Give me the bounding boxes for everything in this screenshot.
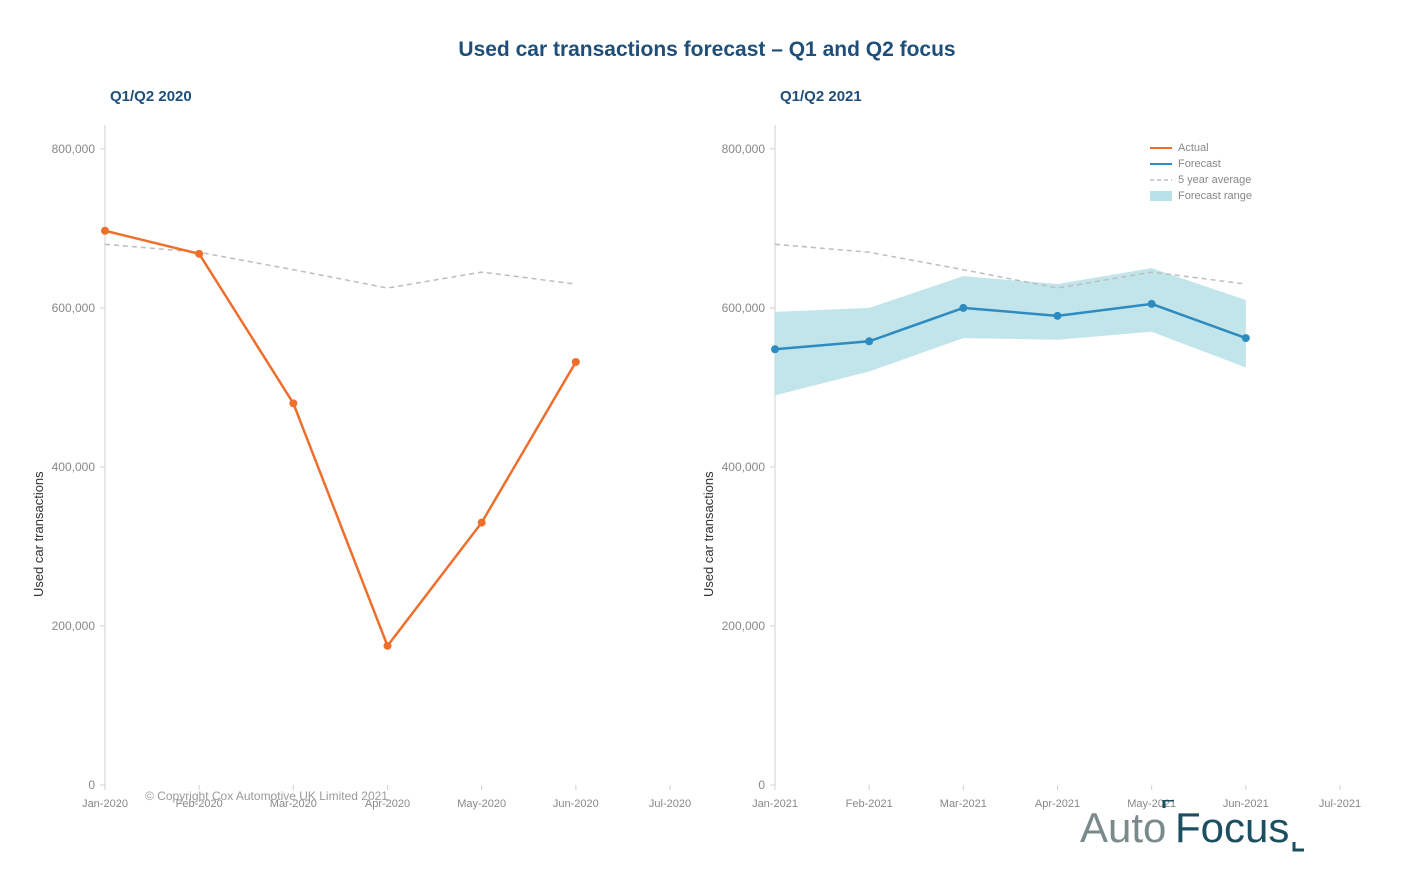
logo-corner-icon: [1294, 842, 1304, 850]
svg-text:Used car transactions: Used car transactions: [701, 471, 716, 597]
legend-item: Forecast range: [1150, 188, 1252, 204]
svg-text:Jan-2021: Jan-2021: [752, 798, 798, 810]
chart-container: Used car transactions forecast – Q1 and …: [0, 0, 1414, 887]
right-panel-title: Q1/Q2 2021: [780, 88, 862, 105]
right-plot: 0 200,000 400,000 600,000 800,000 Jan-2021 Feb…: [700, 125, 1375, 845]
svg-text:600,000: 600,000: [52, 301, 96, 315]
left-plot: 0200,000400,000600,000800,000Jan-2020Feb…: [30, 125, 705, 845]
svg-text:0: 0: [88, 778, 95, 792]
logo-part-1: Auto: [1080, 804, 1166, 851]
svg-text:Jan-2020: Jan-2020: [82, 798, 128, 810]
svg-text:Jul-2020: Jul-2020: [649, 798, 691, 810]
legend-item: Forecast: [1150, 156, 1252, 172]
svg-text:Mar-2021: Mar-2021: [940, 798, 987, 810]
svg-text:200,000: 200,000: [722, 619, 766, 633]
svg-text:200,000: 200,000: [52, 619, 96, 633]
svg-text:800,000: 800,000: [722, 142, 766, 156]
svg-text:600,000: 600,000: [722, 301, 766, 315]
svg-text:0: 0: [758, 778, 765, 792]
legend-label: Forecast: [1178, 158, 1221, 170]
legend-label: Actual: [1178, 142, 1209, 154]
autofocus-logo: Auto Focus: [1080, 800, 1390, 865]
legend-item: Actual: [1150, 140, 1252, 156]
svg-text:May-2020: May-2020: [457, 798, 506, 810]
legend: Actual Forecast 5 year average Forecast ran…: [1150, 140, 1252, 204]
svg-text:Apr-2021: Apr-2021: [1035, 798, 1080, 810]
svg-text:Used car transactions: Used car transactions: [31, 471, 46, 597]
legend-item: 5 year average: [1150, 172, 1252, 188]
left-panel-title: Q1/Q2 2020: [110, 88, 192, 105]
legend-label: 5 year average: [1178, 174, 1251, 186]
copyright-text: © Copyright Cox Automotive UK Limited 20…: [145, 789, 388, 803]
logo-corner-icon: [1164, 800, 1174, 808]
svg-text:Jun-2020: Jun-2020: [553, 798, 599, 810]
svg-text:400,000: 400,000: [722, 460, 766, 474]
logo-part-2: Focus: [1175, 804, 1289, 851]
svg-text:Feb-2021: Feb-2021: [846, 798, 893, 810]
svg-text:800,000: 800,000: [52, 142, 96, 156]
main-title: Used car transactions forecast – Q1 and …: [0, 38, 1414, 62]
svg-text:400,000: 400,000: [52, 460, 96, 474]
legend-label: Forecast range: [1178, 190, 1252, 202]
